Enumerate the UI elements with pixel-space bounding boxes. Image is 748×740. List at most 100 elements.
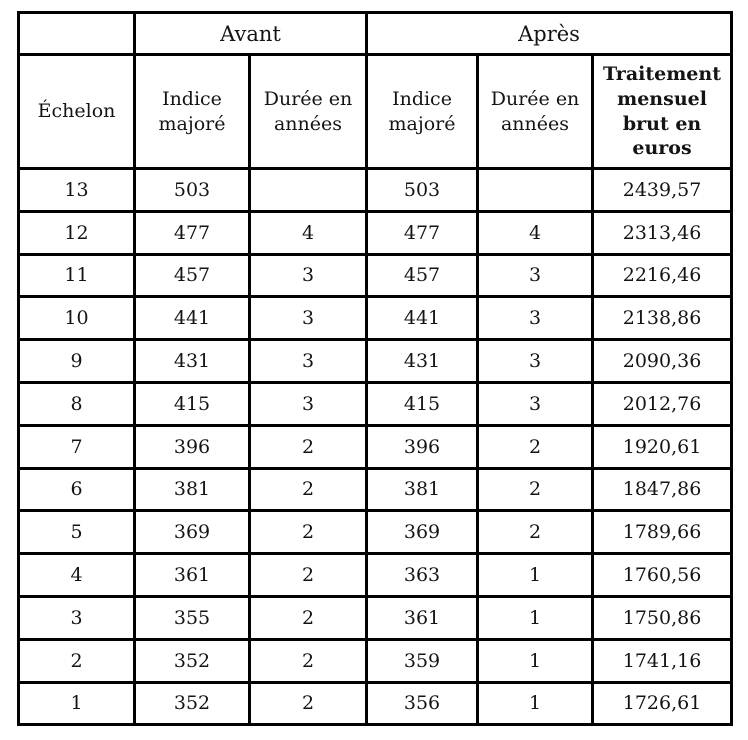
cell-traitement: 2439,57	[591, 167, 734, 213]
cell-echelon: 5	[17, 509, 136, 556]
cell-avant-duree	[247, 167, 369, 213]
cell-echelon: 7	[17, 423, 136, 470]
cell-traitement: 1750,86	[591, 594, 734, 641]
cell-echelon: 12	[17, 209, 136, 256]
cell-avant-duree: 2	[247, 637, 369, 684]
cell-echelon: 11	[17, 252, 136, 299]
cell-traitement: 2138,86	[591, 295, 734, 342]
cell-apres-indice: 356	[365, 680, 480, 727]
cell-avant-indice: 355	[133, 594, 251, 641]
cell-apres-indice: 415	[365, 380, 480, 427]
cell-avant-indice: 352	[133, 637, 251, 684]
table-row: 7 396 2 396 2 1920,61	[17, 423, 734, 470]
table-header: Avant Après Échelon Indice majoré Durée …	[17, 11, 734, 170]
cell-avant-indice: 381	[133, 466, 251, 513]
cell-avant-duree: 2	[247, 509, 369, 556]
cell-traitement: 2216,46	[591, 252, 734, 299]
cell-apres-duree: 2	[476, 509, 595, 556]
cell-traitement: 2313,46	[591, 209, 734, 256]
column-header-avant-indice: Indice majoré	[133, 53, 251, 170]
column-header-traitement: Traitement mensuel brut en euros	[591, 53, 734, 170]
cell-apres-indice: 369	[365, 509, 480, 556]
group-header-row: Avant Après	[17, 11, 734, 56]
cell-avant-indice: 503	[133, 167, 251, 213]
cell-avant-duree: 2	[247, 466, 369, 513]
table-row: 2 352 2 359 1 1741,16	[17, 637, 734, 684]
cell-traitement: 1920,61	[591, 423, 734, 470]
cell-avant-duree: 3	[247, 252, 369, 299]
cell-apres-duree	[476, 167, 595, 213]
cell-apres-indice: 477	[365, 209, 480, 256]
cell-apres-duree: 2	[476, 423, 595, 470]
cell-avant-duree: 2	[247, 552, 369, 598]
cell-avant-duree: 3	[247, 295, 369, 342]
cell-avant-indice: 431	[133, 338, 251, 384]
cell-avant-indice: 441	[133, 295, 251, 342]
cell-traitement: 1789,66	[591, 509, 734, 556]
table-row: 10 441 3 441 3 2138,86	[17, 295, 734, 342]
table-row: 8 415 3 415 3 2012,76	[17, 380, 734, 427]
cell-apres-duree: 1	[476, 552, 595, 598]
table-row: 13 503 503 2439,57	[17, 167, 734, 213]
cell-avant-duree: 4	[247, 209, 369, 256]
table-row: 12 477 4 477 4 2313,46	[17, 209, 734, 256]
cell-apres-indice: 361	[365, 594, 480, 641]
cell-apres-indice: 396	[365, 423, 480, 470]
group-header-avant: Avant	[132, 11, 369, 56]
cell-echelon: 3	[17, 594, 136, 641]
cell-avant-duree: 2	[247, 594, 369, 641]
cell-apres-duree: 1	[476, 594, 595, 641]
cell-traitement: 1741,16	[591, 637, 734, 684]
cell-echelon: 8	[17, 380, 136, 427]
group-header-apres: Après	[365, 11, 734, 56]
column-header-echelon: Échelon	[17, 53, 136, 170]
cell-apres-duree: 4	[476, 209, 595, 256]
cell-echelon: 1	[17, 680, 136, 727]
cell-avant-indice: 369	[133, 509, 251, 556]
cell-echelon: 2	[17, 637, 136, 684]
cell-echelon: 6	[17, 466, 136, 513]
cell-apres-duree: 3	[476, 295, 595, 342]
cell-echelon: 13	[17, 167, 136, 213]
cell-apres-duree: 1	[476, 637, 595, 684]
cell-apres-indice: 431	[365, 338, 480, 384]
column-header-apres-indice: Indice majoré	[365, 53, 480, 170]
cell-apres-indice: 381	[365, 466, 480, 513]
cell-apres-duree: 2	[476, 466, 595, 513]
cell-avant-indice: 396	[133, 423, 251, 470]
column-header-row: Échelon Indice majoré Durée en années In…	[17, 53, 734, 170]
cell-avant-duree: 3	[247, 338, 369, 384]
cell-echelon: 9	[17, 338, 136, 384]
cell-avant-indice: 477	[133, 209, 251, 256]
column-header-avant-duree: Durée en années	[247, 53, 369, 170]
cell-traitement: 1847,86	[591, 466, 734, 513]
cell-traitement: 1726,61	[591, 680, 734, 727]
table-row: 11 457 3 457 3 2216,46	[17, 252, 734, 299]
table-row: 1 352 2 356 1 1726,61	[17, 680, 734, 727]
column-header-apres-duree: Durée en années	[476, 53, 595, 170]
table-row: 3 355 2 361 1 1750,86	[17, 594, 734, 641]
cell-apres-indice: 363	[365, 552, 480, 598]
cell-avant-indice: 415	[133, 380, 251, 427]
group-header-empty	[17, 11, 136, 56]
table-row: 6 381 2 381 2 1847,86	[17, 466, 734, 513]
cell-apres-duree: 3	[476, 252, 595, 299]
cell-avant-indice: 361	[133, 552, 251, 598]
table-row: 5 369 2 369 2 1789,66	[17, 509, 734, 556]
cell-apres-indice: 441	[365, 295, 480, 342]
cell-traitement: 1760,56	[591, 552, 734, 598]
cell-avant-duree: 3	[247, 380, 369, 427]
cell-avant-duree: 2	[247, 423, 369, 470]
cell-apres-duree: 3	[476, 380, 595, 427]
cell-apres-indice: 503	[365, 167, 480, 213]
cell-apres-indice: 457	[365, 252, 480, 299]
cell-traitement: 2012,76	[591, 380, 734, 427]
cell-avant-indice: 457	[133, 252, 251, 299]
cell-traitement: 2090,36	[591, 338, 734, 384]
table-row: 9 431 3 431 3 2090,36	[17, 338, 734, 384]
cell-avant-indice: 352	[133, 680, 251, 727]
salary-scale-table: Avant Après Échelon Indice majoré Durée …	[17, 11, 734, 727]
cell-apres-duree: 1	[476, 680, 595, 727]
table-row: 4 361 2 363 1 1760,56	[17, 552, 734, 598]
